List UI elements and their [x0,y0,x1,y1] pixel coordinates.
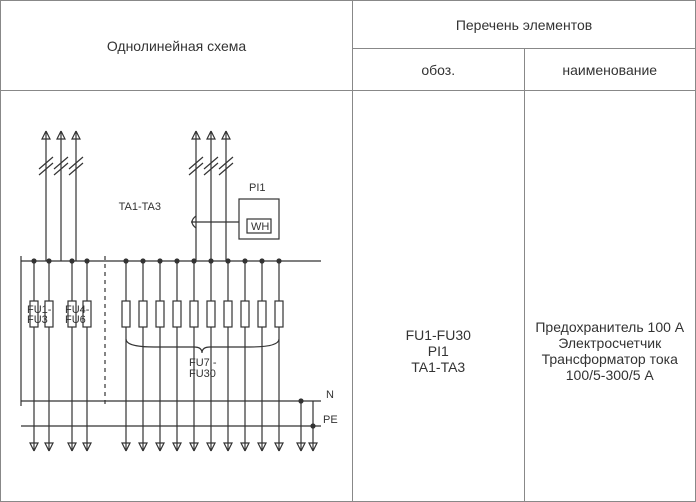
header-col-designation: обоз. [353,49,525,91]
header-col-name: наименование [524,49,696,91]
el-name-0: Предохранитель 100 А [525,319,696,335]
el-des-1: PI1 [353,343,524,359]
elements-designation-cell: FU1-FU30 PI1 TA1-TA3 [353,91,525,502]
main-table: Однолинейная схема Перечень элементов об… [0,0,696,502]
elements-name-cell: Предохранитель 100 А Электросчетчик Тран… [524,91,696,502]
label-pe: PE [323,414,338,426]
single-line-diagram: PI1 WH TA1-TA3 FU1- FU3 FU4- FU6 FU7 - F… [1,91,353,502]
el-name-1: Электросчетчик [525,335,696,351]
el-des-0: FU1-FU30 [353,327,524,343]
el-name-2: Трансформатор тока [525,351,696,367]
header-left-title: Однолинейная схема [1,1,353,91]
label-fu46-b: FU6 [65,314,86,326]
label-pi1: PI1 [249,182,266,194]
diagram-cell: PI1 WH TA1-TA3 FU1- FU3 FU4- FU6 FU7 - F… [1,91,353,502]
header-right-title: Перечень элементов [353,1,696,49]
label-fu730-b: FU30 [189,368,216,380]
label-fu13-b: FU3 [27,314,48,326]
el-des-2: TA1-TA3 [353,359,524,375]
label-ta: TA1-TA3 [119,201,161,213]
label-n: N [326,389,334,401]
label-wh: WH [251,221,269,233]
el-name-3: 100/5-300/5 А [525,367,696,383]
